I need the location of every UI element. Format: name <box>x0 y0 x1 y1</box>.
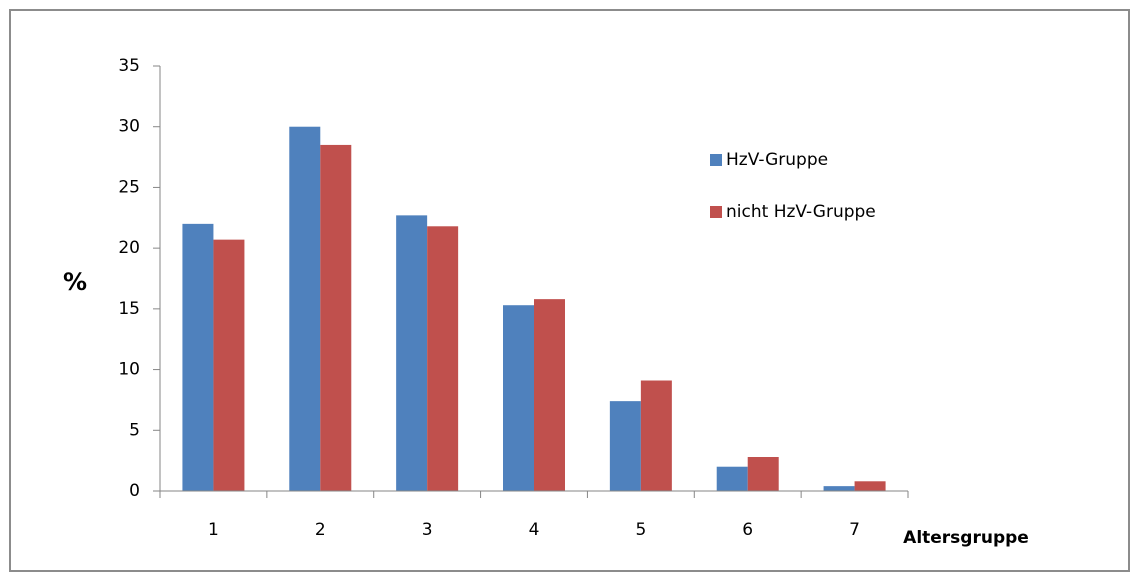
y-tick-label: 25 <box>118 177 140 197</box>
y-axis-label: % <box>63 268 87 296</box>
x-axis-label: Altersgruppe <box>903 528 1029 548</box>
x-tick-label: 3 <box>422 520 433 540</box>
bar <box>609 401 641 491</box>
y-tick-label: 10 <box>118 360 140 380</box>
chart-frame <box>9 9 1130 572</box>
legend-label: nicht HzV-Gruppe <box>726 202 876 222</box>
x-tick-label: 7 <box>849 520 860 540</box>
legend-swatch <box>710 154 722 166</box>
y-tick-label: 35 <box>118 56 140 76</box>
x-tick-label: 6 <box>742 520 753 540</box>
bar <box>213 239 245 491</box>
y-tick-label: 5 <box>129 420 140 440</box>
bar <box>716 466 748 491</box>
bar <box>503 305 534 491</box>
bar <box>289 126 321 491</box>
x-tick-label: 4 <box>529 520 540 540</box>
bar <box>320 144 352 491</box>
bar <box>534 299 565 491</box>
legend-label: HzV-Gruppe <box>726 150 828 170</box>
bar <box>182 223 214 491</box>
bar <box>854 481 886 491</box>
y-tick-label: 30 <box>118 117 140 137</box>
bar <box>747 457 779 491</box>
bar <box>823 486 855 491</box>
bar <box>640 380 672 491</box>
y-tick-label: 0 <box>129 481 140 501</box>
x-tick-label: 5 <box>635 520 646 540</box>
legend-swatch <box>710 206 722 218</box>
y-tick-label: 15 <box>118 299 140 319</box>
x-tick-label: 1 <box>208 520 219 540</box>
x-tick-label: 2 <box>315 520 326 540</box>
bar <box>427 226 459 492</box>
bar <box>396 215 428 491</box>
y-tick-label: 20 <box>118 238 140 258</box>
